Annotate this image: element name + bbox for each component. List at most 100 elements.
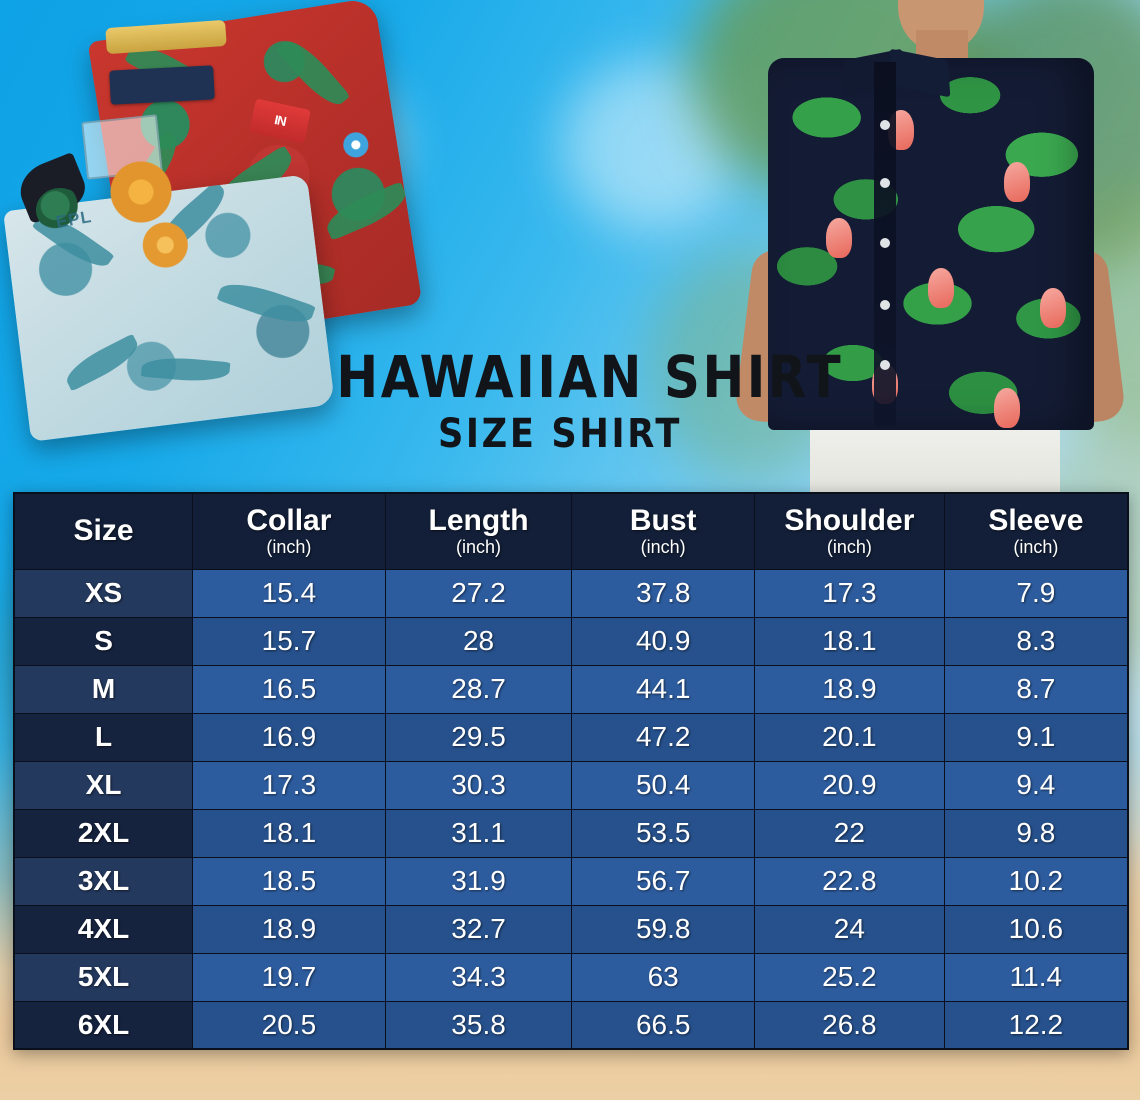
column-header-collar-unit: (inch) bbox=[266, 536, 312, 557]
collar-cell: 18.5 bbox=[192, 856, 386, 906]
shoulder-cell: 22 bbox=[753, 808, 945, 858]
shoulder-cell: 25.2 bbox=[753, 952, 945, 1002]
table-row: 2XL 18.1 31.1 53.5 22 9.8 bbox=[13, 808, 1129, 858]
collar-cell: 16.9 bbox=[192, 712, 386, 762]
size-cell: 6XL bbox=[13, 1000, 194, 1050]
parrot-motif-icon bbox=[36, 188, 84, 232]
collar-cell: 15.4 bbox=[192, 568, 386, 618]
length-cell: 31.1 bbox=[384, 808, 573, 858]
length-cell: 28.7 bbox=[384, 664, 573, 714]
column-header-collar-label: Collar bbox=[246, 504, 332, 538]
table-row: L 16.9 29.5 47.2 20.1 9.1 bbox=[13, 712, 1129, 762]
column-header-length-unit: (inch) bbox=[456, 536, 502, 557]
table-header: Size Collar (inch) Length (inch) Bust (i… bbox=[13, 492, 1129, 570]
size-cell: L bbox=[13, 712, 194, 762]
length-cell: 28 bbox=[384, 616, 573, 666]
size-cell: 2XL bbox=[13, 808, 194, 858]
bust-cell: 40.9 bbox=[571, 616, 755, 666]
navy-flamingo-hawaiian-shirt bbox=[768, 58, 1094, 430]
collar-cell: 16.5 bbox=[192, 664, 386, 714]
column-header-shoulder: Shoulder (inch) bbox=[753, 492, 945, 570]
flamingo-icon bbox=[994, 388, 1020, 428]
palm-leaf-icon bbox=[140, 354, 231, 385]
sleeve-cell: 10.2 bbox=[943, 856, 1129, 906]
title-sub: SIZE SHIRT bbox=[437, 411, 683, 457]
collar-cell: 18.9 bbox=[192, 904, 386, 954]
table-row: 4XL 18.9 32.7 59.8 24 10.6 bbox=[13, 904, 1129, 954]
bust-cell: 37.8 bbox=[571, 568, 755, 618]
flamingo-icon bbox=[1040, 288, 1066, 328]
sleeve-cell: 9.1 bbox=[943, 712, 1129, 762]
table-row: M 16.5 28.7 44.1 18.9 8.7 bbox=[13, 664, 1129, 714]
length-cell: 27.2 bbox=[384, 568, 573, 618]
column-header-bust: Bust (inch) bbox=[571, 492, 755, 570]
table-row: XS 15.4 27.2 37.8 17.3 7.9 bbox=[13, 568, 1129, 618]
collar-cell: 20.5 bbox=[192, 1000, 386, 1050]
bust-cell: 50.4 bbox=[571, 760, 755, 810]
column-header-size-label: Size bbox=[73, 514, 134, 548]
size-cell: S bbox=[13, 616, 194, 666]
folded-hawaiian-shirts-photo: IN EPL bbox=[3, 0, 423, 476]
collar-cell: 17.3 bbox=[192, 760, 386, 810]
bust-cell: 66.5 bbox=[571, 1000, 755, 1050]
flamingo-icon bbox=[928, 268, 954, 308]
flamingo-icon bbox=[1004, 162, 1030, 202]
bust-cell: 44.1 bbox=[571, 664, 755, 714]
sleeve-cell: 12.2 bbox=[943, 1000, 1129, 1050]
collar-cell: 15.7 bbox=[192, 616, 386, 666]
bust-cell: 63 bbox=[571, 952, 755, 1002]
shirt-button-icon bbox=[880, 300, 890, 310]
length-cell: 30.3 bbox=[384, 760, 573, 810]
sleeve-cell: 7.9 bbox=[943, 568, 1129, 618]
sleeve-cell: 11.4 bbox=[943, 952, 1129, 1002]
collar-cell: 19.7 bbox=[192, 952, 386, 1002]
column-header-shoulder-label: Shoulder bbox=[784, 504, 915, 538]
column-header-sleeve: Sleeve (inch) bbox=[943, 492, 1129, 570]
bust-cell: 56.7 bbox=[571, 856, 755, 906]
column-header-shoulder-unit: (inch) bbox=[826, 536, 872, 557]
shoulder-cell: 24 bbox=[753, 904, 945, 954]
bust-cell: 59.8 bbox=[571, 904, 755, 954]
sleeve-cell: 10.6 bbox=[943, 904, 1129, 954]
size-cell: 3XL bbox=[13, 856, 194, 906]
palm-leaf-icon bbox=[61, 333, 144, 392]
shirt-button-icon bbox=[880, 178, 890, 188]
table-row: 6XL 20.5 35.8 66.5 26.8 12.2 bbox=[13, 1000, 1129, 1050]
sleeve-cell: 9.4 bbox=[943, 760, 1129, 810]
palm-leaf-icon bbox=[216, 275, 316, 332]
column-header-sleeve-label: Sleeve bbox=[988, 504, 1084, 538]
table-row: 5XL 19.7 34.3 63 25.2 11.4 bbox=[13, 952, 1129, 1002]
table-header-row: Size Collar (inch) Length (inch) Bust (i… bbox=[13, 492, 1129, 570]
shirt-button-icon bbox=[880, 120, 890, 130]
size-cell: XL bbox=[13, 760, 194, 810]
palm-leaf-icon bbox=[275, 32, 351, 113]
shoulder-cell: 18.9 bbox=[753, 664, 945, 714]
collar-cell: 18.1 bbox=[192, 808, 386, 858]
title-main: HAWAIIAN SHIRT bbox=[336, 343, 844, 411]
shoulder-cell: 20.9 bbox=[753, 760, 945, 810]
column-header-collar: Collar (inch) bbox=[192, 492, 386, 570]
size-cell: M bbox=[13, 664, 194, 714]
shoulder-cell: 20.1 bbox=[753, 712, 945, 762]
sleeve-cell: 8.7 bbox=[943, 664, 1129, 714]
hawaiian-shirt-size-chart: Size Collar (inch) Length (inch) Bust (i… bbox=[13, 492, 1129, 1050]
column-header-length-label: Length bbox=[428, 504, 529, 538]
length-cell: 31.9 bbox=[384, 856, 573, 906]
shoulder-cell: 26.8 bbox=[753, 1000, 945, 1050]
hibiscus-flower-icon bbox=[340, 130, 371, 160]
brand-neck-tag bbox=[109, 65, 215, 105]
flamingo-icon bbox=[826, 218, 852, 258]
column-header-bust-label: Bust bbox=[629, 504, 697, 538]
table-row: S 15.7 28 40.9 18.1 8.3 bbox=[13, 616, 1129, 666]
length-cell: 34.3 bbox=[384, 952, 573, 1002]
palm-leaf-icon bbox=[321, 181, 412, 241]
shirt-button-icon bbox=[880, 360, 890, 370]
shoulder-cell: 17.3 bbox=[753, 568, 945, 618]
shoulder-cell: 22.8 bbox=[753, 856, 945, 906]
column-header-size: Size bbox=[13, 492, 194, 570]
column-header-sleeve-unit: (inch) bbox=[1013, 536, 1059, 557]
size-cell: 4XL bbox=[13, 904, 194, 954]
sleeve-cell: 9.8 bbox=[943, 808, 1129, 858]
sleeve-cell: 8.3 bbox=[943, 616, 1129, 666]
table-body: XS 15.4 27.2 37.8 17.3 7.9 S 15.7 28 40.9 18.1 8.3 M… bbox=[13, 568, 1129, 1050]
